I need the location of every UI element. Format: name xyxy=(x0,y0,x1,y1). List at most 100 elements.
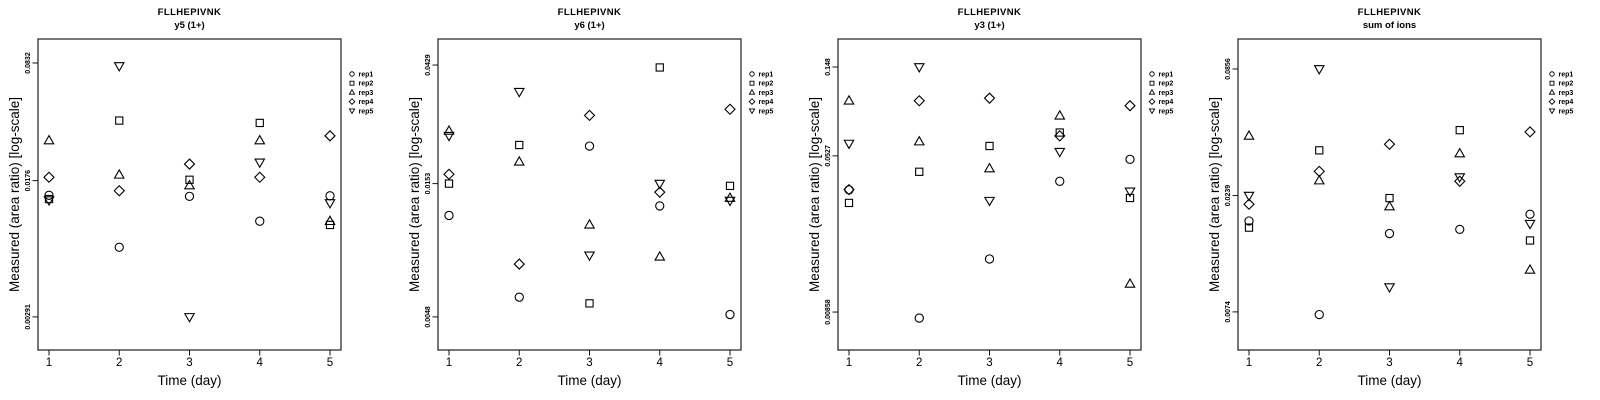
square-icon xyxy=(985,141,994,151)
triangle-down-icon xyxy=(1454,173,1466,184)
chart-title: FLLHEPIVNK xyxy=(957,7,1022,18)
diamond-icon xyxy=(913,94,926,107)
legend-label: rep2 xyxy=(359,81,374,88)
x-tick-label: 4 xyxy=(657,357,664,369)
legend-label: rep3 xyxy=(759,90,774,97)
plot-area: 0.0832 0.0176 0.00291 1 2 3 4 5 rep1 rep2 rep3 rep4… xyxy=(25,38,374,369)
circle-icon xyxy=(184,191,195,201)
diamond-icon xyxy=(1243,198,1255,211)
x-tick-label: 1 xyxy=(46,357,52,369)
x-tick-label: 3 xyxy=(1386,357,1392,369)
chart-title: FLLHEPIVNK xyxy=(1357,7,1422,18)
legend-label: rep2 xyxy=(1559,81,1574,88)
diamond-icon xyxy=(583,109,596,122)
y-tick-label: 0.00291 xyxy=(25,304,32,329)
triangle-down-icon xyxy=(913,63,925,73)
triangle-down-icon xyxy=(724,196,736,207)
square-icon xyxy=(1125,193,1135,203)
square-icon xyxy=(444,179,454,188)
y-tick-label: 0.0048 xyxy=(425,306,432,328)
square-icon xyxy=(185,175,194,184)
legend-label: rep1 xyxy=(1559,72,1574,79)
diamond-icon xyxy=(443,168,455,181)
x-tick-label: 2 xyxy=(916,357,922,369)
triangle-up-icon xyxy=(1454,147,1466,158)
diamond-icon xyxy=(1548,98,1556,105)
triangle-up-icon xyxy=(183,179,196,190)
x-tick-label: 2 xyxy=(116,357,122,369)
triangle-down-icon xyxy=(113,62,125,72)
legend-label: rep3 xyxy=(359,90,374,97)
circle-icon xyxy=(444,210,454,221)
diamond-icon xyxy=(1383,138,1396,150)
circle-icon xyxy=(255,216,265,226)
triangle-down-icon xyxy=(1548,108,1556,115)
x-tick-label: 4 xyxy=(257,357,264,369)
legend-label: rep1 xyxy=(759,72,774,79)
triangle-up-icon xyxy=(1524,263,1536,274)
y-tick-label: 0.0856 xyxy=(1225,58,1232,80)
triangle-up-icon xyxy=(1124,277,1136,288)
triangle-down-icon xyxy=(1148,108,1156,115)
triangle-up-icon xyxy=(324,215,336,226)
circle-icon xyxy=(725,309,735,320)
x-tick-label: 4 xyxy=(1057,357,1064,369)
diamond-icon xyxy=(183,158,196,170)
triangle-down-icon xyxy=(43,196,55,207)
y-tick-label: 0.0527 xyxy=(825,145,832,167)
triangle-down-icon xyxy=(843,139,855,150)
circle-icon xyxy=(514,292,524,302)
plot-border xyxy=(437,38,742,351)
triangle-up-icon xyxy=(113,168,125,179)
triangle-up-icon xyxy=(513,155,525,166)
triangle-down-icon xyxy=(748,108,756,115)
y-tick-label: 0.148 xyxy=(825,58,832,76)
circle-icon xyxy=(1384,228,1395,239)
legend-label: rep1 xyxy=(359,72,374,79)
x-tick-label: 3 xyxy=(186,357,192,369)
diamond-icon xyxy=(43,171,55,184)
circle-icon xyxy=(1244,216,1254,226)
y-tick-label: 0.0239 xyxy=(1225,185,1232,207)
triangle-down-icon xyxy=(1243,191,1255,202)
diamond-icon xyxy=(724,103,736,116)
circle-icon xyxy=(1314,309,1324,320)
diamond-icon xyxy=(1313,165,1326,178)
x-tick-label: 1 xyxy=(846,357,852,369)
x-tick-label: 1 xyxy=(446,357,452,369)
plot-border xyxy=(837,38,1142,351)
circle-icon xyxy=(114,242,124,252)
data-points xyxy=(843,63,1136,323)
chart-title: FLLHEPIVNK xyxy=(557,7,622,18)
y-axis-ticks: 0.0429 0.0153 0.0048 xyxy=(425,54,438,328)
triangle-down-icon xyxy=(1524,219,1536,230)
circle-icon xyxy=(584,141,595,151)
triangle-down-icon xyxy=(1124,187,1136,198)
circle-icon xyxy=(984,254,995,264)
triangle-down-icon xyxy=(583,251,596,262)
triangle-down-icon xyxy=(1054,147,1066,158)
x-axis-ticks: 1 2 3 4 5 xyxy=(446,350,733,369)
circle-icon xyxy=(1149,71,1155,77)
triangle-up-icon xyxy=(654,250,666,261)
square-icon xyxy=(255,118,264,128)
x-tick-label: 2 xyxy=(1316,357,1322,369)
legend: rep1 rep2 rep3 rep4 rep5 xyxy=(1548,71,1574,115)
circle-icon xyxy=(1125,154,1135,164)
diamond-icon xyxy=(1124,99,1136,112)
legend-label: rep4 xyxy=(759,99,774,106)
triangle-down-icon xyxy=(1383,283,1396,294)
chart-subtitle: y3 (1+) xyxy=(974,20,1005,31)
x-tick-label: 3 xyxy=(986,357,992,369)
triangle-up-icon xyxy=(913,135,925,146)
legend: rep1 rep2 rep3 rep4 rep5 xyxy=(748,71,774,115)
square-icon xyxy=(1149,80,1155,86)
square-icon xyxy=(1455,126,1464,135)
triangle-down-icon xyxy=(254,158,266,169)
x-tick-label: 3 xyxy=(586,357,592,369)
chart-subtitle: y6 (1+) xyxy=(574,20,605,31)
x-tick-label: 5 xyxy=(1127,357,1133,369)
triangle-up-icon xyxy=(254,134,266,145)
